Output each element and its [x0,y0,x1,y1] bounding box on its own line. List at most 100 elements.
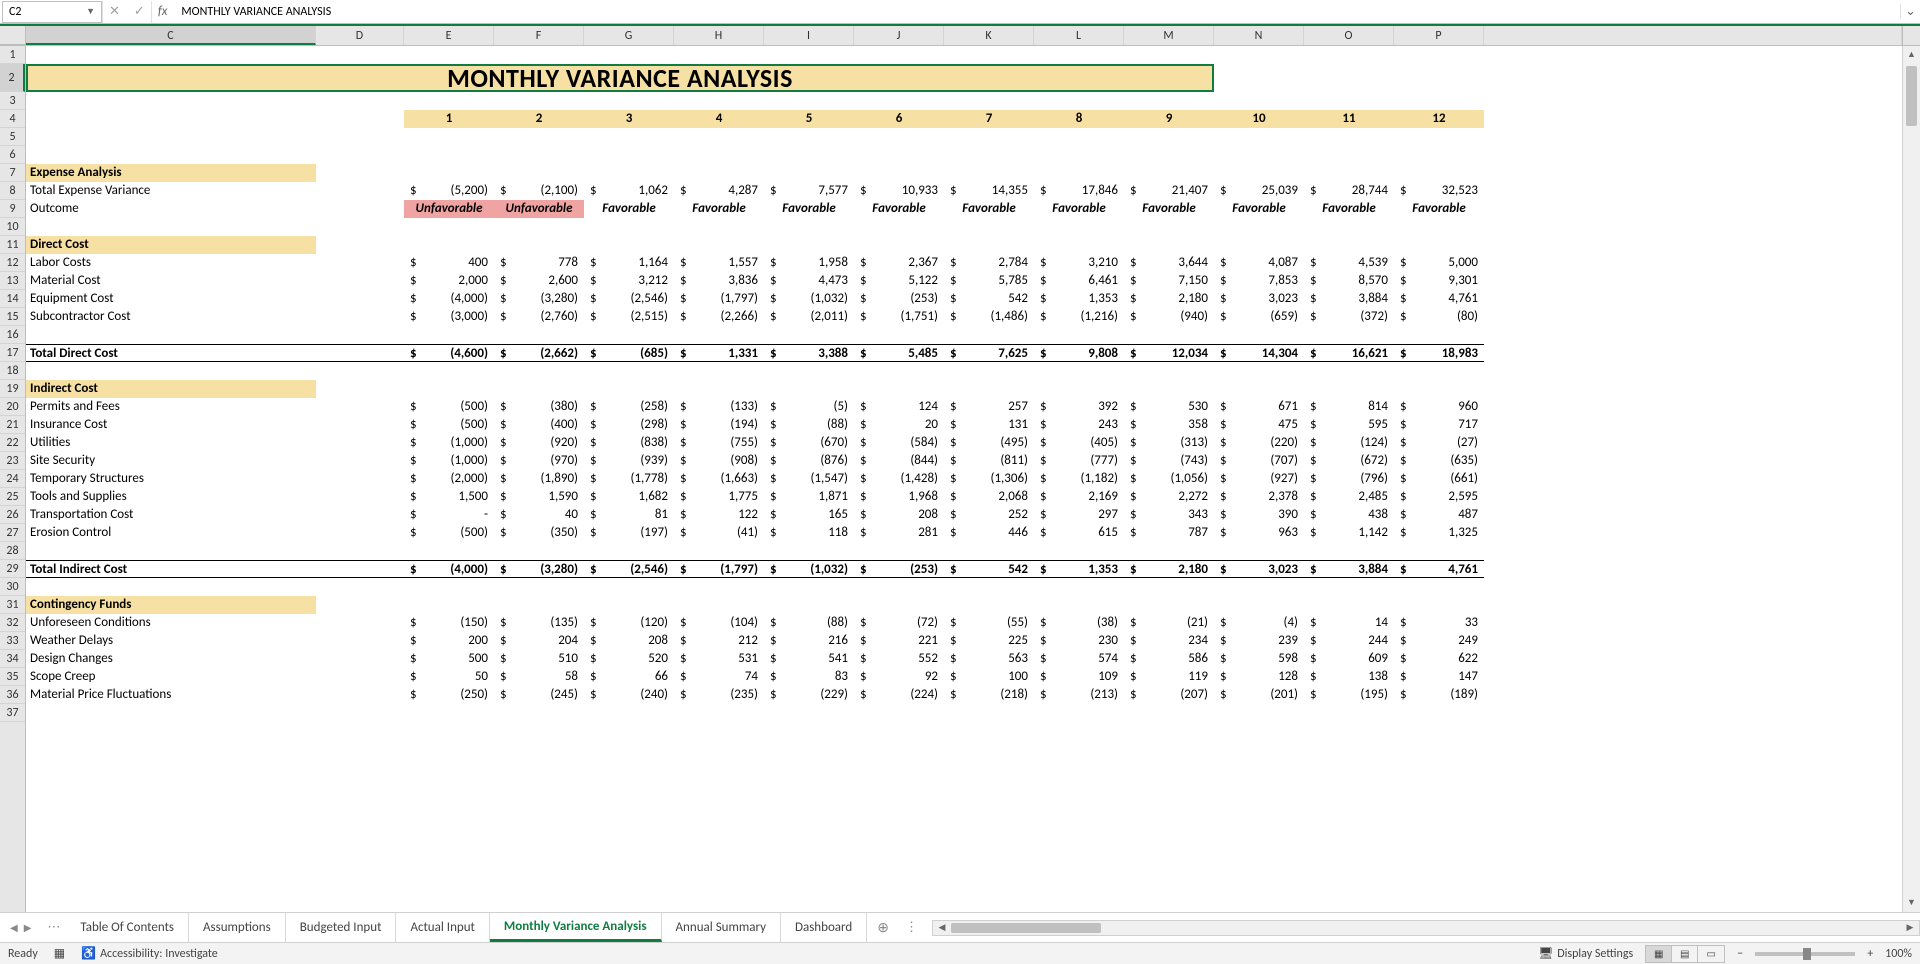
sheet-tab-annual-summary[interactable]: Annual Summary [662,913,781,942]
row-header-37[interactable]: 37 [0,704,25,722]
col-header-G[interactable]: G [584,26,674,45]
row-header-1[interactable]: 1 [0,46,25,64]
row-header-17[interactable]: 17 [0,344,25,362]
sheet-tab-dashboard[interactable]: Dashboard [781,913,867,942]
col-header-K[interactable]: K [944,26,1034,45]
val-utilities-4: $(755) [674,434,764,452]
sheet-tab-monthly-variance-analysis[interactable]: Monthly Variance Analysis [490,913,662,942]
row-header-19[interactable]: 19 [0,380,25,398]
cancel-icon[interactable]: ✕ [109,4,120,19]
cells-area[interactable]: MONTHLY VARIANCE ANALYSIS123456789101112… [26,46,1902,912]
display-settings-button[interactable]: 🖥Display Settings [1538,946,1633,961]
col-header-N[interactable]: N [1214,26,1304,45]
col-header-I[interactable]: I [764,26,854,45]
sheet-tab-actual-input[interactable]: Actual Input [396,913,489,942]
val-siteSecurity-8: $(777) [1034,452,1124,470]
row-header-2[interactable]: 2 [0,64,25,92]
zoom-level[interactable]: 100% [1885,947,1912,961]
col-header-L[interactable]: L [1034,26,1124,45]
col-header-J[interactable]: J [854,26,944,45]
status-bar: Ready ▦ ♿Accessibility: Investigate 🖥Dis… [0,942,1920,964]
val-tempStruct-4: $(1,663) [674,470,764,488]
row-header-18[interactable]: 18 [0,362,25,380]
col-header-H[interactable]: H [674,26,764,45]
row-header-24[interactable]: 24 [0,470,25,488]
macro-record-icon[interactable]: ▦ [54,946,65,961]
vscroll-thumb[interactable] [1906,66,1917,126]
sheet-tab-budgeted-input[interactable]: Budgeted Input [286,913,397,942]
horizontal-scrollbar[interactable]: ◀ ▶ [932,920,1920,936]
row-header-34[interactable]: 34 [0,650,25,668]
tab-nav-prev-icon[interactable]: ◀ [10,921,18,934]
vertical-scrollbar[interactable]: ▲ ▼ [1902,46,1920,912]
val-unforeseen-7: $(55) [944,614,1034,632]
view-page-layout-button[interactable]: ▤ [1672,946,1698,962]
tab-more-right-icon[interactable]: ⋮ [899,920,924,935]
row-header-35[interactable]: 35 [0,668,25,686]
row-header-21[interactable]: 21 [0,416,25,434]
row-header-8[interactable]: 8 [0,182,25,200]
row-header-31[interactable]: 31 [0,596,25,614]
row-header-22[interactable]: 22 [0,434,25,452]
row-header-7[interactable]: 7 [0,164,25,182]
hscroll-right-icon[interactable]: ▶ [1901,922,1919,933]
col-header-D[interactable]: D [316,26,404,45]
zoom-out-button[interactable]: − [1737,947,1743,961]
col-header-E[interactable]: E [404,26,494,45]
row-header-3[interactable]: 3 [0,92,25,110]
enter-icon[interactable]: ✓ [134,4,145,19]
row-header-30[interactable]: 30 [0,578,25,596]
row-header-11[interactable]: 11 [0,236,25,254]
tab-nav-buttons[interactable]: ◀ ▶ [0,921,41,934]
tab-nav-next-icon[interactable]: ▶ [24,921,32,934]
row-header-10[interactable]: 10 [0,218,25,236]
row-header-29[interactable]: 29 [0,560,25,578]
row-header-4[interactable]: 4 [0,110,25,128]
formula-input[interactable]: MONTHLY VARIANCE ANALYSIS [173,3,1900,21]
val-transport-3: $81 [584,506,674,524]
row-header-25[interactable]: 25 [0,488,25,506]
row-header-26[interactable]: 26 [0,506,25,524]
sheet-tab-table-of-contents[interactable]: Table Of Contents [66,913,189,942]
new-sheet-button[interactable]: ⊕ [867,919,899,936]
month-header-11: 11 [1304,110,1394,128]
row-header-36[interactable]: 36 [0,686,25,704]
zoom-in-button[interactable]: + [1867,947,1873,961]
row-header-12[interactable]: 12 [0,254,25,272]
row-header-27[interactable]: 27 [0,524,25,542]
row-header-16[interactable]: 16 [0,326,25,344]
col-header-M[interactable]: M [1124,26,1214,45]
accessibility-status[interactable]: ♿Accessibility: Investigate [81,946,218,961]
scroll-up-icon[interactable]: ▲ [1903,46,1920,64]
sheet-tab-assumptions[interactable]: Assumptions [189,913,286,942]
view-buttons: ▦ ▤ ▭ [1645,945,1725,963]
select-all-corner[interactable] [0,26,26,45]
row-header-32[interactable]: 32 [0,614,25,632]
row-header-28[interactable]: 28 [0,542,25,560]
view-page-break-button[interactable]: ▭ [1698,946,1724,962]
col-header-O[interactable]: O [1304,26,1394,45]
hscroll-thumb[interactable] [951,923,1101,933]
col-header-C[interactable]: C [26,26,316,45]
row-header-6[interactable]: 6 [0,146,25,164]
row-header-14[interactable]: 14 [0,290,25,308]
row-header-23[interactable]: 23 [0,452,25,470]
view-normal-button[interactable]: ▦ [1646,946,1672,962]
formula-expand-icon[interactable]: ⌄ [1900,4,1920,19]
tab-more-icon[interactable]: ⋯ [41,920,66,935]
scroll-down-icon[interactable]: ▼ [1903,894,1920,912]
row-header-33[interactable]: 33 [0,632,25,650]
fx-icon[interactable]: fx [152,4,174,19]
val-scope-2: $58 [494,668,584,686]
hscroll-left-icon[interactable]: ◀ [933,922,951,933]
col-header-F[interactable]: F [494,26,584,45]
name-box-dropdown-icon[interactable]: ▼ [86,6,95,17]
col-header-P[interactable]: P [1394,26,1484,45]
name-box[interactable]: C2 ▼ [2,1,102,23]
row-header-20[interactable]: 20 [0,398,25,416]
row-header-5[interactable]: 5 [0,128,25,146]
row-header-9[interactable]: 9 [0,200,25,218]
row-header-15[interactable]: 15 [0,308,25,326]
zoom-slider[interactable] [1755,952,1855,956]
row-header-13[interactable]: 13 [0,272,25,290]
